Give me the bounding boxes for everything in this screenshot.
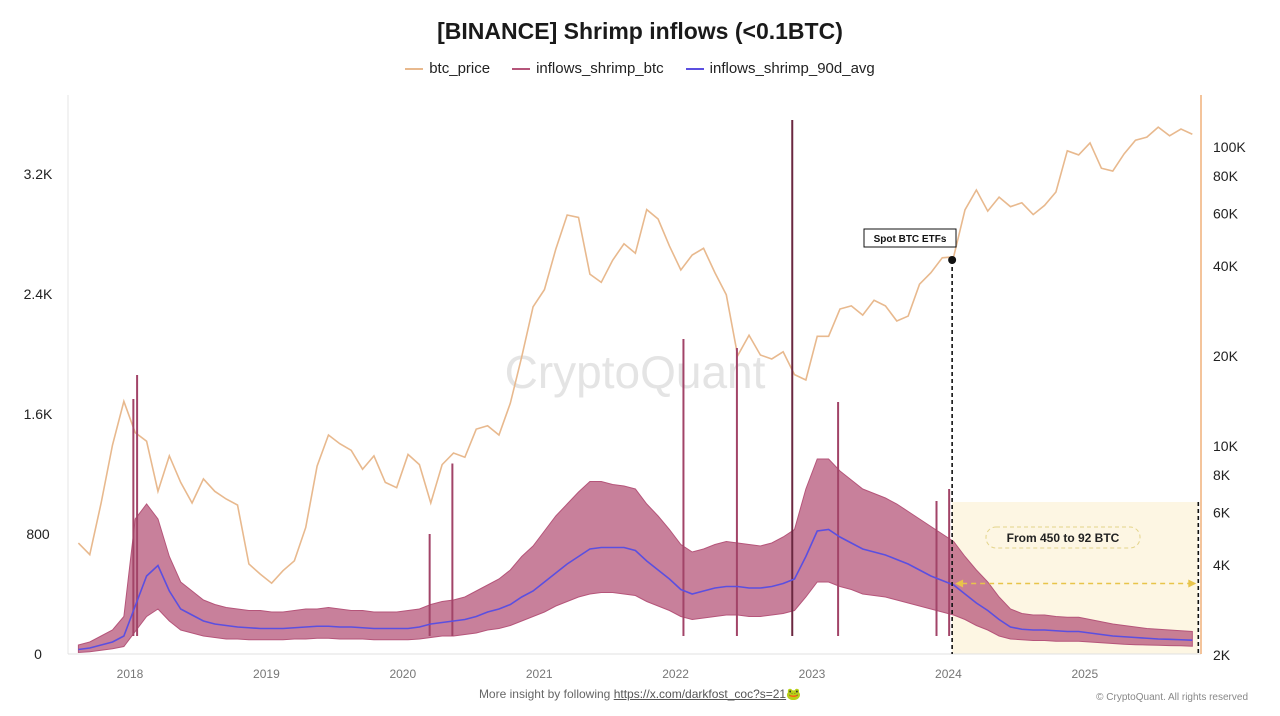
y-right-tick: 10K xyxy=(1213,438,1239,454)
btc-price-line xyxy=(77,126,1193,585)
y-right-tick: 8K xyxy=(1213,467,1231,483)
frog-emoji: 🐸 xyxy=(786,687,802,701)
y-left-tick: 0 xyxy=(34,646,42,662)
x-tick: 2019 xyxy=(253,667,280,681)
arrow-right-icon xyxy=(1188,579,1197,588)
range-label-box xyxy=(985,526,1141,549)
x-tick: 2022 xyxy=(662,667,689,681)
y-left-tick: 800 xyxy=(26,526,50,542)
y-left-tick: 1.6K xyxy=(24,406,53,422)
x-tick: 2024 xyxy=(935,667,962,681)
y-right-tick: 2K xyxy=(1213,647,1231,663)
y-right-tick: 4K xyxy=(1213,557,1231,573)
inflows-band xyxy=(77,458,1193,654)
legend: btc_price inflows_shrimp_btc inflows_shr… xyxy=(0,60,1280,77)
etf-dot xyxy=(948,256,957,264)
legend-label: inflows_shrimp_btc xyxy=(536,60,664,77)
y-right-tick: 60K xyxy=(1213,205,1239,221)
copyright: © CryptoQuant. All rights reserved xyxy=(1096,692,1248,703)
etf-label: Spot BTC ETFs xyxy=(874,234,947,245)
avg-90d-line xyxy=(78,528,1193,651)
y-right-tick: 20K xyxy=(1213,348,1239,364)
footer: More insight by following https://x.com/… xyxy=(0,687,1280,701)
legend-label: inflows_shrimp_90d_avg xyxy=(709,60,875,77)
chart-title: [BINANCE] Shrimp inflows (<0.1BTC) xyxy=(437,18,843,44)
range-label: From 450 to 92 BTC xyxy=(1007,531,1120,545)
legend-item-btc-price[interactable]: btc_price xyxy=(405,60,490,77)
x-tick: 2023 xyxy=(799,667,826,681)
legend-swatch xyxy=(685,67,704,70)
y-left-tick: 2.4K xyxy=(24,286,53,302)
y-left-tick: 3.2K xyxy=(24,166,53,182)
y-right-tick: 100K xyxy=(1213,139,1246,155)
x-tick: 2021 xyxy=(526,667,553,681)
y-right-tick: 40K xyxy=(1213,258,1239,274)
watermark: CryptoQuant xyxy=(505,346,766,398)
x-tick: 2018 xyxy=(117,667,144,681)
x-tick: 2020 xyxy=(389,667,416,681)
legend-item-90d-avg[interactable]: inflows_shrimp_90d_avg xyxy=(685,60,875,77)
y-right-tick: 80K xyxy=(1213,168,1239,184)
etf-label-box xyxy=(863,228,957,248)
footer-text: More insight by following xyxy=(478,687,611,701)
legend-item-inflows[interactable]: inflows_shrimp_btc xyxy=(512,60,664,77)
arrow-left-icon xyxy=(955,579,964,588)
legend-swatch xyxy=(405,67,424,70)
legend-swatch xyxy=(512,67,531,70)
x-tick: 2025 xyxy=(1071,667,1098,681)
footer-link[interactable]: https://x.com/darkfost_coc?s=21 xyxy=(613,687,787,701)
y-right-tick: 6K xyxy=(1213,504,1231,520)
legend-label: btc_price xyxy=(429,60,491,77)
